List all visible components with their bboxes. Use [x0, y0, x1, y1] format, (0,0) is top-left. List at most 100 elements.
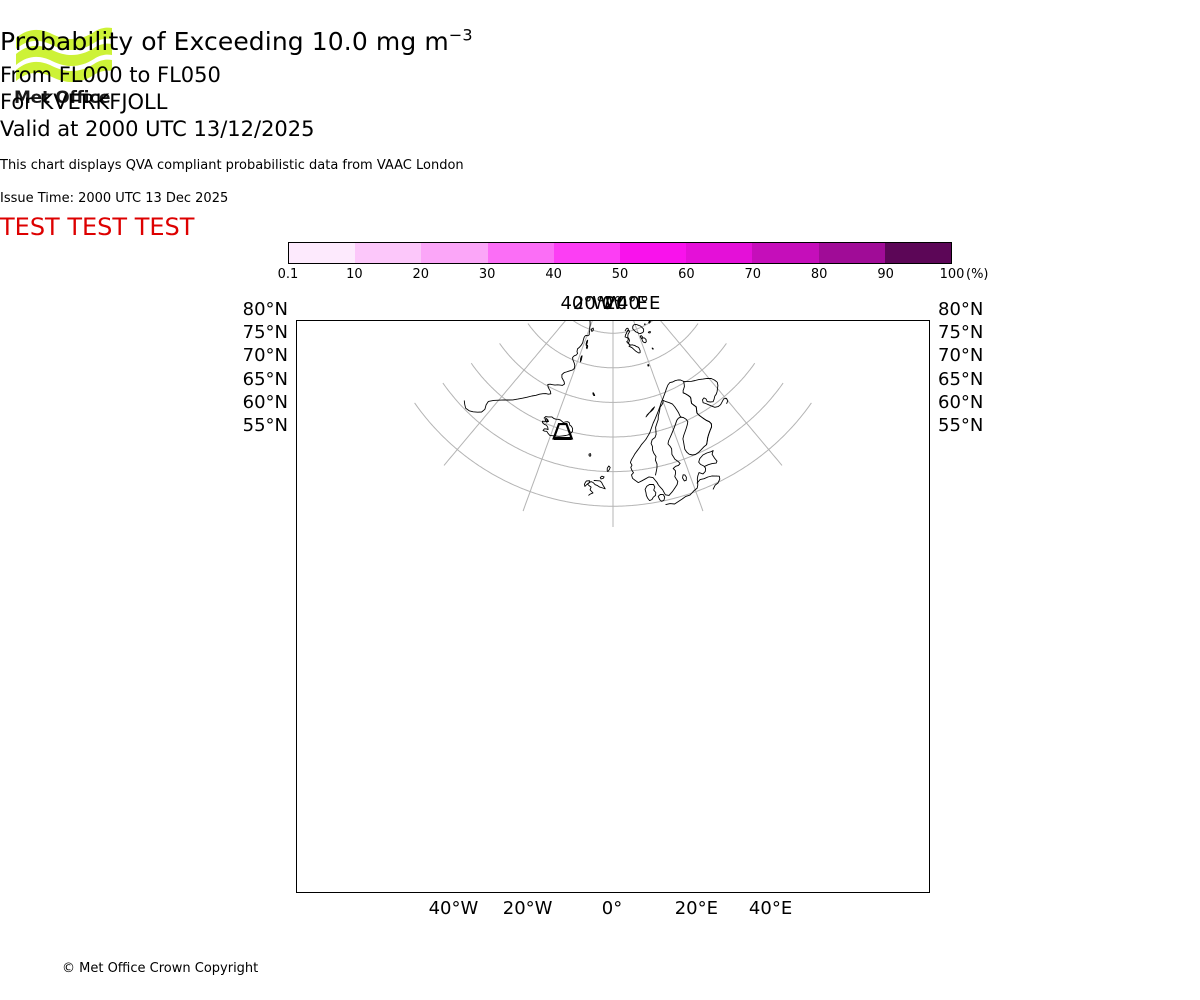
colorbar-swatches [288, 242, 952, 264]
coastline-greenland-island-c [585, 344, 589, 350]
colorbar-swatch-8 [818, 243, 885, 263]
coastline-border-finland-russia [682, 392, 713, 446]
colorbar-tick-0.1: 0.1 [277, 267, 299, 282]
met-office-wave-mark [16, 27, 112, 83]
page-title-exponent: −3 [448, 25, 473, 45]
coastline-iceland [541, 416, 574, 437]
coastline-denmark [644, 484, 657, 502]
lat-label-left-55: 55°N [242, 415, 288, 437]
coastline-greenland-island-a [590, 327, 594, 332]
coastline-edgeoya [641, 337, 647, 344]
lat-label-left-80: 80°N [242, 298, 288, 320]
parallel-60 [442, 382, 784, 473]
coastline-greenland-east [463, 321, 591, 413]
meridian--20 [522, 321, 593, 512]
map-container[interactable] [296, 320, 930, 893]
coastline-spitsbergen [624, 329, 641, 354]
colorbar-tick-20: 20 [412, 267, 430, 282]
map-frame[interactable] [296, 320, 930, 893]
lon-label-bottom-20: 20°E [674, 898, 719, 919]
probability-colorbar [288, 242, 952, 264]
colorbar-tick-30: 30 [478, 267, 496, 282]
colorbar-tick-70: 70 [744, 267, 762, 282]
parallel-75 [527, 323, 699, 369]
lon-label-top--40: 40°W [560, 293, 611, 314]
page-title-text: Probability of Exceeding 10.0 mg m [0, 27, 449, 56]
coastline-orkney [599, 475, 605, 480]
colorbar-tick-60: 60 [678, 267, 695, 282]
lat-label-right-70: 70°N [938, 345, 984, 367]
lat-label-right-80: 80°N [938, 298, 984, 320]
colorbar-swatch-7 [752, 243, 819, 263]
lat-label-right-75: 75°N [938, 321, 984, 343]
coastline-iceland-vestfirdir [544, 418, 549, 423]
coastline-barentsoya [639, 335, 643, 339]
colorbar-swatch-0 [289, 243, 356, 263]
coastline-kvitoya [648, 321, 651, 324]
lon-label-bottom-0: 0° [601, 898, 623, 919]
coastline-shetland [606, 465, 611, 472]
colorbar-tick-50: 50 [611, 267, 629, 282]
coastline-hopen [651, 347, 654, 350]
coastline-border-estonia-russia [711, 450, 718, 462]
volcano-marker-icon [552, 422, 574, 440]
lon-label-top--20: 20°W [572, 293, 623, 314]
lat-label-left-65: 65°N [242, 368, 288, 390]
colorbar-tick-labels: 0.1 10 20 30 40 50 60 70 80 90 100 [278, 266, 965, 286]
parallel-80 [572, 321, 654, 334]
coastline-baltic-coast [665, 450, 714, 506]
colorbar-unit-label: (%) [966, 267, 989, 282]
colorbar-tick-10: 10 [346, 267, 363, 282]
lon-label-top-40: 40°E [617, 293, 661, 314]
parallel-65 [470, 362, 756, 438]
map-gridlines [414, 321, 812, 527]
lat-label-left-75: 75°N [242, 321, 288, 343]
coastline-storoya [643, 323, 646, 326]
coastline-border-sweden-finland [662, 399, 682, 418]
issue-time: Issue Time: 2000 UTC 13 Dec 2025 [0, 191, 229, 206]
coastline-nordaustlandet [632, 324, 645, 335]
coastline-scandinavia [629, 379, 713, 496]
copyright-notice: © Met Office Crown Copyright [62, 961, 259, 976]
colorbar-swatch-4 [553, 243, 621, 263]
colorbar-swatch-6 [686, 243, 753, 263]
coastline-jan-mayen [592, 392, 596, 397]
coastline-border-lithuania-belarus [712, 475, 721, 490]
colorbar-swatch-1 [355, 243, 422, 263]
coastline-kola-white-sea [683, 377, 729, 408]
map-coastlines [463, 321, 729, 506]
colorbar-swatch-2 [421, 243, 488, 263]
colorbar-tick-90: 90 [877, 267, 894, 282]
lon-label-top-0: 0° [601, 293, 623, 314]
coastline-kong-karls-land [647, 331, 652, 334]
coastline-border-estonia-latvia [704, 460, 718, 467]
flight-level-range: From FL000 to FL050 [0, 63, 221, 87]
lon-label-bottom--20: 20°W [502, 898, 553, 919]
parallel-70 [499, 343, 727, 403]
met-office-wordmark: Met Office [14, 88, 111, 108]
meridian-40 [660, 321, 783, 466]
parallel-55 [414, 402, 812, 507]
colorbar-swatch-5 [620, 243, 687, 263]
coastline-border-norway-sweden [650, 399, 664, 476]
colorbar-swatch-9 [884, 243, 952, 263]
coastline-denmark-zealand [657, 494, 666, 502]
qva-note: This chart displays QVA compliant probab… [0, 158, 464, 173]
met-office-logo: Met Office [14, 26, 114, 114]
coastline-scotland-north [587, 480, 606, 496]
lat-label-right-55: 55°N [938, 415, 984, 437]
coastline-bear-island [647, 364, 650, 367]
colorbar-tick-40: 40 [545, 267, 562, 282]
lon-label-bottom-40: 40°E [748, 898, 793, 919]
test-banner: TEST TEST TEST [0, 213, 195, 241]
coastline-outer-hebrides [583, 480, 590, 487]
lat-label-right-60: 60°N [938, 391, 984, 413]
lon-label-top-20: 20°E [604, 293, 648, 314]
lat-label-right-65: 65°N [938, 368, 984, 390]
lon-label-bottom--40: 40°W [428, 898, 479, 919]
lat-label-left-70: 70°N [242, 345, 288, 367]
coastline-border-latvia-lithuania [696, 475, 717, 484]
coastline-greenland-island-b [585, 339, 589, 346]
coastline-faroe-islands [588, 453, 592, 457]
colorbar-tick-100: 100 [939, 267, 965, 282]
